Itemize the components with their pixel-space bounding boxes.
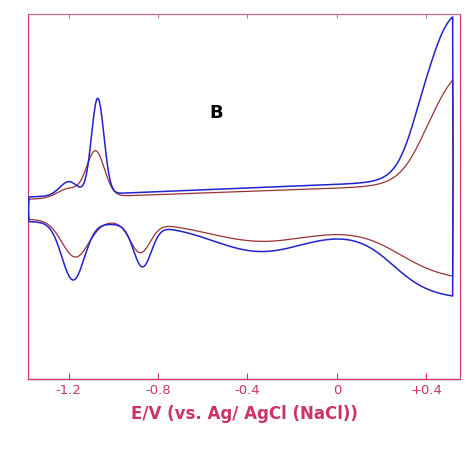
X-axis label: E/V (vs. Ag/ AgCl (NaCl)): E/V (vs. Ag/ AgCl (NaCl)) bbox=[131, 405, 357, 423]
Text: B: B bbox=[209, 104, 223, 122]
